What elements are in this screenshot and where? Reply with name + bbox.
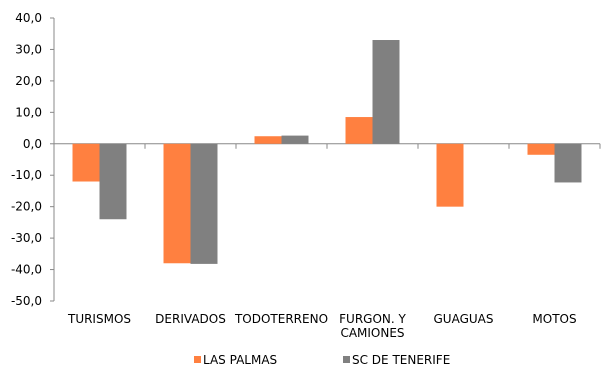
bar-sc-de-tenerife-2 bbox=[281, 135, 309, 144]
y-tick-label: -50,0 bbox=[11, 294, 42, 308]
y-tick-labels: 40,0 30,0 20,0 10,0 0,0 -10,0 -20,0 -30,0 -40,0 -… bbox=[11, 11, 42, 308]
bar-sc-de-tenerife-5 bbox=[554, 143, 582, 183]
legend-swatch-0 bbox=[194, 356, 201, 363]
y-tick-label: -10,0 bbox=[11, 168, 42, 182]
bars bbox=[72, 40, 582, 264]
legend-label-0: LAS PALMAS bbox=[203, 353, 277, 367]
x-tick-label: GUAGUAS bbox=[434, 312, 494, 326]
y-tick-label: 40,0 bbox=[15, 11, 42, 25]
legend-label-1: SC DE TENERIFE bbox=[352, 353, 450, 367]
y-tick-label: 30,0 bbox=[15, 42, 42, 56]
bar-sc-de-tenerife-0 bbox=[99, 143, 127, 220]
legend-swatch-1 bbox=[343, 356, 350, 363]
y-tick-label: 0,0 bbox=[23, 137, 42, 151]
bar-las-palmas-2 bbox=[254, 136, 282, 144]
bar-las-palmas-1 bbox=[163, 143, 191, 264]
y-tick-label: 10,0 bbox=[15, 105, 42, 119]
x-tick-labels: TURISMOS DERIVADOS TODOTERRENO FURGON. YCAM… bbox=[67, 312, 577, 340]
bar-sc-de-tenerife-1 bbox=[190, 143, 218, 264]
y-tick-label: 20,0 bbox=[15, 74, 42, 88]
x-tick-label: MOTOS bbox=[532, 312, 576, 326]
x-tick-label: TURISMOS bbox=[67, 312, 131, 326]
bar-las-palmas-3 bbox=[345, 117, 373, 144]
y-tick-label: -20,0 bbox=[11, 200, 42, 214]
x-tick-label: TODOTERRENO bbox=[234, 312, 328, 326]
bar-las-palmas-0 bbox=[72, 143, 100, 182]
legend: LAS PALMAS SC DE TENERIFE bbox=[194, 353, 450, 367]
bar-las-palmas-4 bbox=[436, 143, 464, 207]
x-tick-label: CAMIONES bbox=[340, 326, 404, 340]
y-tick-label: -40,0 bbox=[11, 263, 42, 277]
x-tick-label: DERIVADOS bbox=[155, 312, 226, 326]
y-tick-label: -30,0 bbox=[11, 231, 42, 245]
bar-sc-de-tenerife-3 bbox=[372, 40, 400, 144]
axes bbox=[50, 17, 601, 302]
x-tick-label: FURGON. Y bbox=[339, 312, 406, 326]
bar-las-palmas-5 bbox=[527, 143, 555, 155]
